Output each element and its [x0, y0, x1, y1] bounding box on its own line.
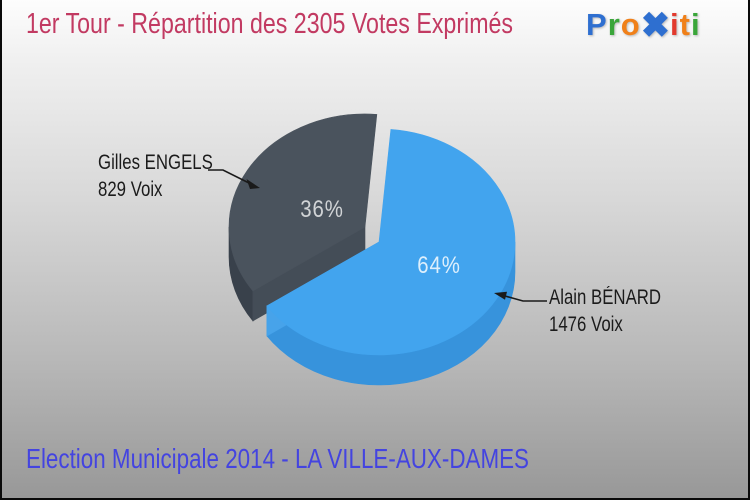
percent-label-benard: 64% — [417, 252, 461, 279]
footer-caption: Election Municipale 2014 - LA VILLE-AUX-… — [26, 443, 655, 475]
callout-alain-benard: Alain BÉNARD 1476 Voix — [549, 284, 689, 338]
callout-gilles-engels: Gilles ENGELS 829 Voix — [98, 149, 242, 203]
logo-letter: t — [679, 7, 691, 42]
arrowhead-icon — [494, 291, 507, 300]
percent-label-engels: 36% — [300, 196, 344, 223]
callout-arrow-benard — [494, 291, 547, 302]
logo-letter: i — [690, 7, 701, 42]
callout-line-benard — [504, 295, 547, 302]
pie-3d — [228, 113, 516, 386]
logo-letter: ✖ — [640, 6, 671, 45]
page-title-text: 1er Tour - Répartition des 2305 Votes Ex… — [26, 8, 514, 40]
footer-caption-text: Election Municipale 2014 - LA VILLE-AUX-… — [26, 443, 529, 474]
pie-slice-cut-0 — [266, 241, 380, 337]
brand-logo: Pro✖iti — [586, 6, 701, 46]
candidate-name: Alain BÉNARD — [549, 286, 662, 309]
arrowhead-icon — [246, 179, 260, 189]
page-title: 1er Tour - Répartition des 2305 Votes Ex… — [26, 8, 635, 41]
logo-letter: i — [670, 7, 680, 42]
logo-letter: r — [607, 7, 621, 42]
pie-slice-side-1 — [228, 226, 254, 322]
candidate-votes: 1476 Voix — [549, 313, 623, 336]
pie-slice-side-0 — [266, 241, 516, 386]
logo-letter: P — [586, 7, 608, 42]
pie-slice-0 — [266, 129, 516, 356]
candidate-votes: 829 Voix — [98, 178, 163, 201]
pie-slice-cut-1 — [252, 226, 366, 322]
logo-letter: o — [620, 7, 641, 42]
candidate-name: Gilles ENGELS — [98, 151, 213, 174]
